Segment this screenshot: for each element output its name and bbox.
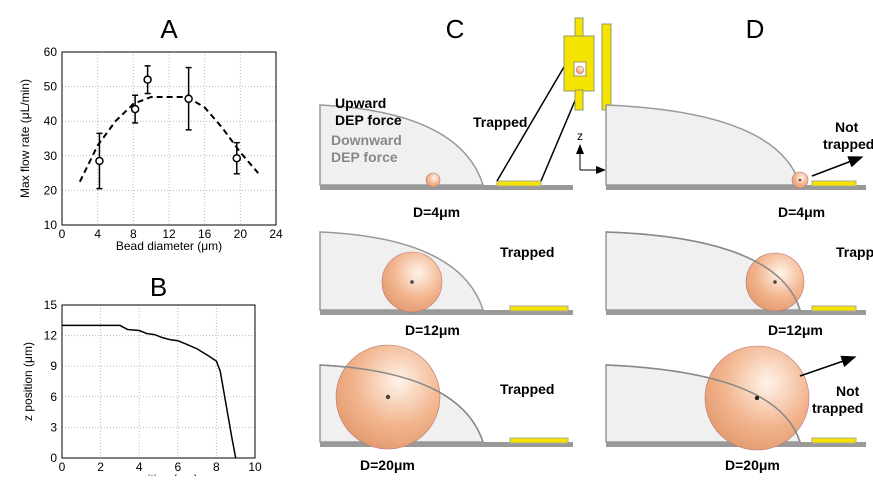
- x-tick-label: 20: [234, 227, 248, 241]
- size-label: D=12μm: [768, 322, 823, 338]
- y-tick-label: 15: [44, 298, 58, 312]
- x-tick-label: 0: [59, 460, 66, 474]
- upward-label: Upward: [335, 95, 386, 111]
- x-tick-label: 8: [213, 460, 220, 474]
- panel-c: C z x Upward DEP force Downward DEP forc…: [320, 14, 615, 473]
- electrode-inset: [575, 18, 583, 36]
- status-label: trapped: [823, 136, 873, 152]
- figure: C z x Upward DEP force Downward DEP forc…: [0, 0, 873, 476]
- status-label: Not: [836, 383, 860, 399]
- point: [96, 157, 103, 164]
- escape-arrow: [800, 357, 855, 376]
- bead-center: [755, 396, 759, 400]
- y-tick-label: 0: [50, 451, 57, 465]
- y-axis-label: z position (μm): [21, 342, 35, 421]
- panel-d: D Not trapped D=4μm Trapped D=12μm Not t…: [606, 14, 873, 473]
- chart-title: A: [160, 14, 178, 44]
- y-tick-label: 30: [44, 149, 58, 163]
- downward-label: Downward: [331, 132, 402, 148]
- axis-label: z: [577, 129, 583, 143]
- y-axis-label: Max flow rate (μL/min): [18, 79, 32, 198]
- y-tick-label: 60: [44, 45, 58, 59]
- size-label: D=12μm: [405, 322, 460, 338]
- electrode: [497, 181, 541, 186]
- y-tick-label: 10: [44, 218, 58, 232]
- electrode-inset: [575, 90, 583, 110]
- point: [132, 106, 139, 113]
- upward-label: DEP force: [335, 112, 402, 128]
- x-tick-label: 2: [97, 460, 104, 474]
- line: [62, 325, 236, 458]
- bead-center: [773, 280, 777, 284]
- chart-title: B: [150, 272, 167, 302]
- x-tick-label: 4: [94, 227, 101, 241]
- size-label: D=20μm: [360, 457, 415, 473]
- x-axis-label: x position (μm): [119, 472, 198, 476]
- downward-label: DEP force: [331, 149, 398, 165]
- status-label: Trapped: [500, 244, 554, 260]
- point: [144, 76, 151, 83]
- plot-frame: [62, 305, 255, 458]
- size-label: D=4μm: [413, 204, 460, 220]
- x-tick-label: 24: [269, 227, 283, 241]
- y-tick-label: 20: [44, 183, 58, 197]
- bead: [426, 173, 440, 187]
- status-label: Not: [835, 119, 859, 135]
- electrode: [510, 306, 568, 311]
- bead: [576, 66, 584, 74]
- electrode: [510, 438, 568, 443]
- x-tick-label: 0: [59, 227, 66, 241]
- panel-label: D: [746, 14, 765, 44]
- escape-arrow: [812, 157, 862, 176]
- y-tick-label: 50: [44, 80, 58, 94]
- point: [233, 155, 240, 162]
- status-label: trapped: [812, 400, 863, 416]
- electrode: [812, 306, 856, 311]
- bead-center: [386, 395, 390, 399]
- electrode-inset: [602, 24, 611, 110]
- y-tick-label: 3: [50, 420, 57, 434]
- dep-region: [606, 105, 800, 185]
- size-label: D=20μm: [725, 457, 780, 473]
- y-tick-label: 40: [44, 114, 58, 128]
- x-axis-label: Bead diameter (μm): [116, 239, 222, 253]
- status-label: Trapped: [836, 244, 873, 260]
- bead-center: [410, 280, 414, 284]
- size-label: D=4μm: [778, 204, 825, 220]
- y-tick-label: 12: [44, 329, 58, 343]
- y-tick-label: 6: [50, 390, 57, 404]
- bead-center: [799, 179, 801, 181]
- electrode: [812, 181, 856, 186]
- x-tick-label: 10: [248, 460, 262, 474]
- y-tick-label: 9: [50, 359, 57, 373]
- panel-label: C: [446, 14, 465, 44]
- electrode: [812, 438, 856, 443]
- status-label: Trapped: [473, 114, 527, 130]
- status-label: Trapped: [500, 381, 554, 397]
- point: [185, 95, 192, 102]
